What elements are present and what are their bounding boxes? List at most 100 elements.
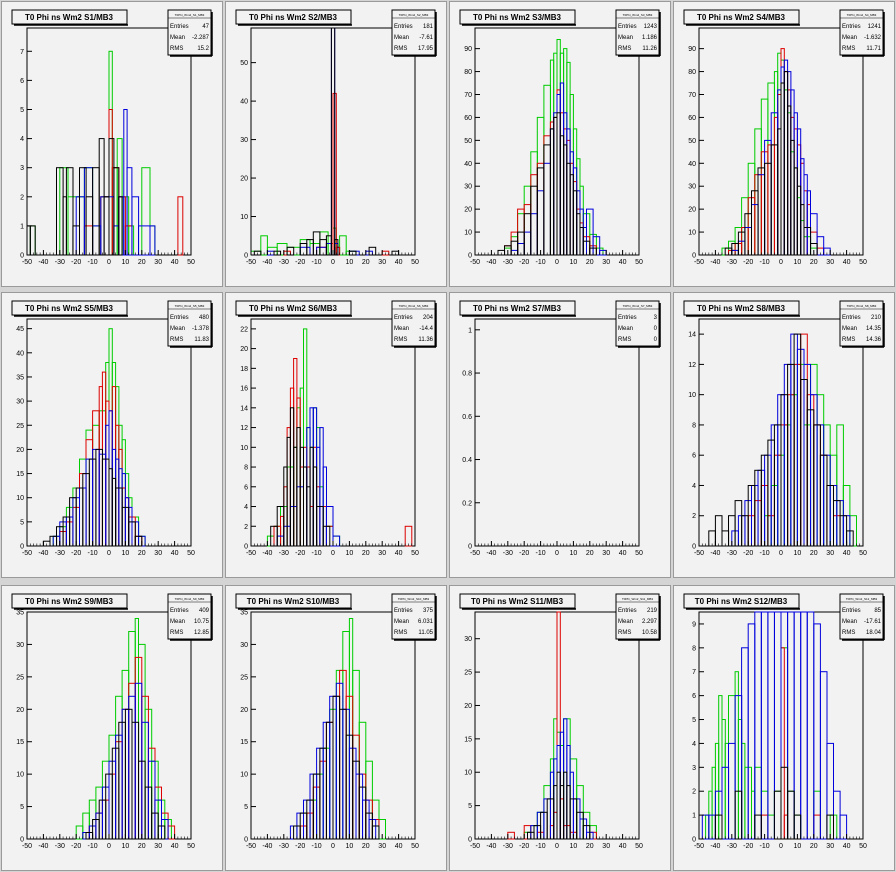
y-tick-label: 25 [16,423,24,430]
x-tick-label: 20 [138,843,146,850]
stats-value: 204 [423,315,434,321]
y-tick-label: 2 [692,789,696,796]
x-tick-label: 20 [138,550,146,557]
y-tick-label: 12 [240,425,248,432]
y-tick-label: 0 [20,544,24,551]
title-box [459,9,576,25]
stats-value: -17.61 [864,619,882,625]
x-tick-label: -30 [727,550,737,557]
y-tick-label: 35 [240,610,248,617]
stats-value: 0 [654,337,658,343]
x-tick-label: -20 [519,550,529,557]
stats-label: RMS [618,46,631,52]
y-tick-label: 5 [20,519,24,526]
y-tick-label: 5 [20,804,24,811]
x-tick-label: -50 [470,843,480,850]
y-tick-label: 40 [240,99,248,106]
y-tick-label: 2 [692,513,696,520]
stats-label: RMS [394,630,407,636]
stats-box [167,300,212,347]
stats-label: Entries [394,608,413,614]
y-tick-label: 40 [464,161,472,168]
y-tick-label: 12 [688,362,696,369]
histogram-series [527,771,591,840]
x-tick-label: 30 [826,843,834,850]
histogram-pad: -50 -40 -30 -20 -10 0 10 20 30 40 50 0 5 10 15 20 25 30 35… [1,292,223,578]
histogram-series [724,71,818,256]
x-tick-label: -10 [312,259,322,266]
y-tick-label: 40 [688,161,696,168]
y-tick-label: 0 [692,544,696,551]
x-tick-label: 20 [586,259,594,266]
stats-value: -1.632 [864,35,882,41]
title-box [11,300,128,316]
x-tick-label: 0 [331,843,335,850]
x-tick-label: -50 [470,259,480,266]
stats-value: 0 [654,326,658,332]
y-tick-label: 10 [16,495,24,502]
x-tick-label: -40 [710,550,720,557]
y-tick-label: 30 [464,636,472,643]
chart-title: T0 Phi ns Wm2 S8/MB3 [697,304,786,313]
x-tick-label: -10 [760,550,770,557]
title-box [235,9,352,25]
x-tick-label: -20 [519,843,529,850]
x-tick-label: -30 [503,550,513,557]
stats-value: 10.58 [642,630,658,636]
y-tick-label: 50 [464,138,472,145]
x-tick-label: 10 [570,843,578,850]
x-tick-label: 10 [122,843,130,850]
x-tick-label: -30 [279,259,289,266]
y-tick-label: 70 [464,92,472,99]
title-box [235,300,352,316]
stats-value: -1.378 [192,326,210,332]
y-tick-label: 30 [464,184,472,191]
histogram-pad: -50 -40 -30 -20 -10 0 10 20 30 40 50 0 2 4 6 8 10 12 14 T0 … [673,292,895,578]
y-tick-label: 1 [20,223,24,230]
x-tick-label: -30 [279,550,289,557]
histogram-pad: -50 -40 -30 -20 -10 0 10 20 30 40 50 0 2 4 6 8 10 12 14 16 1… [225,292,447,578]
y-tick-label: 45 [16,326,24,333]
stats-value: -14.4 [419,326,433,332]
y-tick-label: 0 [20,837,24,844]
x-tick-label: -40 [38,259,48,266]
stats-label: Entries [170,608,189,614]
stats-box [839,593,884,640]
y-tick-label: 0 [692,837,696,844]
plot-frame [474,318,640,547]
x-tick-label: 0 [331,550,335,557]
chart-title: T0 Phi ns Wm2 S10/MB3 [247,597,340,606]
x-tick-label: 10 [794,259,802,266]
stats-value: 12.85 [194,630,210,636]
chart-title: T0 Phi ns Wm2 S5/MB3 [25,304,114,313]
x-tick-label: -20 [295,843,305,850]
x-tick-label: 10 [346,259,354,266]
y-tick-label: 20 [464,207,472,214]
stats-box [615,9,660,56]
x-tick-label: 30 [602,259,610,266]
title-box [459,300,576,316]
stats-value: 2.297 [642,619,658,625]
x-tick-label: 30 [378,843,386,850]
x-tick-label: -10 [88,259,98,266]
chart-title: T0 Phi ns Wm2 S11/MB3 [471,597,564,606]
y-tick-label: 10 [464,230,472,237]
histogram-bar [118,196,123,256]
stats-id: T0Phi_Wm2_S11_MB3 [622,597,653,601]
y-tick-label: 6 [244,484,248,491]
stats-value: 85 [874,608,881,614]
y-tick-label: 10 [464,770,472,777]
x-tick-label: -20 [71,843,81,850]
x-tick-label: -40 [486,550,496,557]
y-tick-label: 35 [16,610,24,617]
chart-title: T0 Phi ns Wm2 S6/MB3 [249,304,338,313]
stats-value: 181 [423,24,434,30]
stats-label: Entries [170,315,189,321]
x-tick-label: -30 [55,550,65,557]
y-tick-label: 6 [692,693,696,700]
x-tick-label: -40 [262,550,272,557]
y-tick-label: 0.6 [462,414,472,421]
histogram-pad: -50 -40 -30 -20 -10 0 10 20 30 40 50 0 1 2 3 4 5 6 7 T0 Phi… [1,1,223,287]
y-tick-label: 22 [240,326,248,333]
